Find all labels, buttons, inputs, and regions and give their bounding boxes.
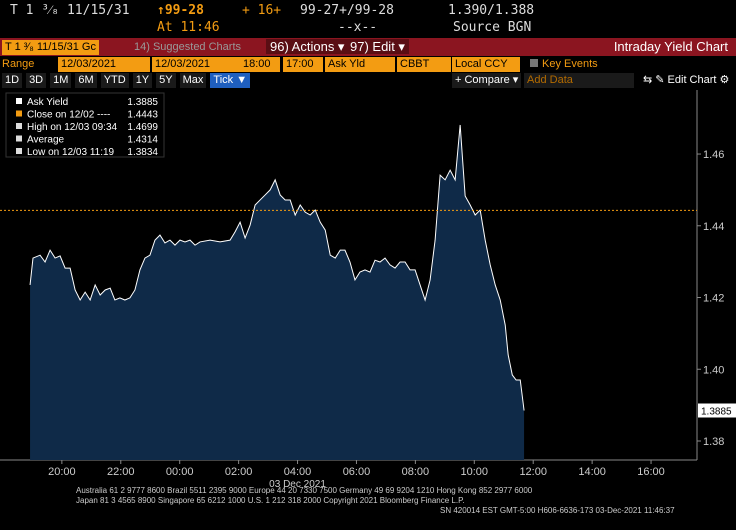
legend-swatch bbox=[16, 123, 22, 129]
actions[interactable]: 96) Actions ▾ bbox=[266, 39, 349, 54]
end-date[interactable]: 12/03/2021 bbox=[152, 57, 240, 72]
range-label: Range bbox=[2, 58, 35, 70]
add-data[interactable]: Add Data bbox=[524, 73, 634, 88]
yields: 1.390/1.388 bbox=[448, 3, 535, 18]
source-field[interactable]: CBBT bbox=[397, 57, 451, 72]
x-tick-label: 10:00 bbox=[461, 466, 489, 478]
y-tick-label: 1.40 bbox=[703, 364, 724, 376]
checkbox[interactable] bbox=[530, 59, 538, 67]
period-button[interactable]: 1D bbox=[2, 73, 23, 88]
x-tick-label: 02:00 bbox=[225, 466, 253, 478]
footer-line: Japan 81 3 4565 8900 Singapore 65 6212 1… bbox=[76, 496, 465, 505]
legend-label: Close on 12/02 ---- bbox=[27, 110, 110, 121]
key-events-label: Key Events bbox=[542, 58, 598, 70]
x-tick-label: 06:00 bbox=[343, 466, 371, 478]
x-tick-label: 16:00 bbox=[637, 466, 665, 478]
x-tick-label: 20:00 bbox=[48, 466, 76, 478]
legend-label: Average bbox=[27, 135, 65, 146]
x-tick-label: 22:00 bbox=[107, 466, 135, 478]
start-time[interactable]: 18:00 bbox=[240, 57, 280, 72]
x-tick-label: 14:00 bbox=[578, 466, 606, 478]
suggested[interactable]: 14) Suggested Charts bbox=[134, 41, 242, 53]
title: Intraday Yield Chart bbox=[613, 39, 728, 54]
period-button[interactable]: Max bbox=[179, 73, 207, 88]
period-button[interactable]: 3D bbox=[26, 73, 47, 88]
time: At 11:46 bbox=[157, 20, 220, 35]
legend-value: 1.4699 bbox=[127, 122, 158, 133]
x-tick-label: 12:00 bbox=[519, 466, 547, 478]
source: Source BGN bbox=[453, 20, 532, 35]
x-tick-label: 00:00 bbox=[166, 466, 194, 478]
legend-swatch bbox=[16, 98, 22, 104]
bid-ask: 99-27+/99-28 bbox=[300, 3, 394, 18]
y-tick-label: 1.44 bbox=[703, 221, 724, 233]
period-button[interactable]: 1M bbox=[50, 73, 72, 88]
legend-label: Ask Yield bbox=[27, 97, 68, 108]
y-tick-label: 1.42 bbox=[703, 293, 724, 305]
period-button[interactable]: YTD bbox=[100, 73, 129, 88]
x-tick-label: 04:00 bbox=[284, 466, 312, 478]
legend-value: 1.3885 bbox=[127, 97, 158, 108]
field[interactable]: Ask Yld bbox=[325, 57, 395, 72]
end-time[interactable]: 17:00 bbox=[283, 57, 323, 72]
legend-label: Low on 12/03 11:19 bbox=[27, 147, 115, 158]
date-label: 03 Dec 2021 bbox=[269, 479, 326, 490]
area bbox=[30, 124, 525, 460]
x-tick-label: 08:00 bbox=[402, 466, 430, 478]
compare[interactable]: + Compare ▾ bbox=[452, 73, 522, 88]
legend-value: 1.4314 bbox=[127, 135, 158, 146]
last-value: 1.3885 bbox=[701, 407, 732, 418]
change: + 16+ bbox=[242, 3, 282, 18]
legend-box bbox=[5, 92, 165, 158]
volume: --x-- bbox=[338, 20, 378, 35]
y-tick-label: 1.38 bbox=[703, 436, 724, 448]
line bbox=[29, 124, 525, 411]
currency[interactable]: Local CCY bbox=[452, 57, 520, 72]
edit[interactable]: 97) Edit ▾ bbox=[346, 39, 409, 54]
y-tick-label: 1.46 bbox=[703, 149, 724, 161]
period-button[interactable]: Tick ▼ bbox=[210, 73, 251, 88]
footer-line: Australia 61 2 9777 8600 Brazil 5511 239… bbox=[76, 486, 533, 495]
legend-label: High on 12/03 09:34 bbox=[27, 122, 118, 133]
legend-value: 1.3834 bbox=[127, 147, 158, 158]
chart: 1.38 1.40 1.42 1.44 1.46 20:00 22:00 00:00 02:00… bbox=[0, 90, 736, 490]
legend-swatch bbox=[16, 110, 22, 117]
period-button[interactable]: 6M bbox=[75, 73, 97, 88]
footer-line: SN 420014 EST GMT-5:00 H606-6636-173 03-… bbox=[440, 506, 675, 515]
ticker[interactable]: T 1 ³⁄₈ 11/15/31 Gc bbox=[2, 40, 99, 55]
period-button[interactable]: 1Y bbox=[132, 73, 153, 88]
legend-swatch bbox=[16, 135, 22, 142]
key-events[interactable]: Key Events bbox=[530, 57, 598, 72]
legend-swatch bbox=[16, 148, 22, 154]
start-date[interactable]: 12/03/2021 bbox=[58, 57, 150, 72]
last-tag bbox=[698, 403, 736, 418]
legend-value: 1.4443 bbox=[127, 110, 158, 121]
period-button[interactable]: 5Y bbox=[156, 73, 176, 88]
price: ↑99-28 bbox=[157, 3, 204, 18]
edit-chart[interactable]: ⇆ ✎ Edit Chart ⚙ bbox=[640, 73, 733, 88]
security: T 1 ³⁄₈ 11/15/31 bbox=[10, 3, 130, 18]
